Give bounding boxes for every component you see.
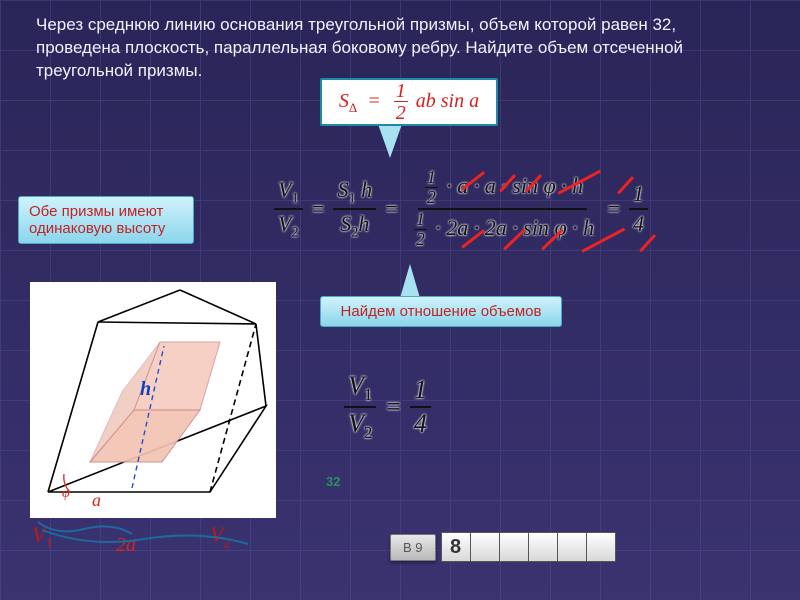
prism-diagram [30,282,276,518]
task-id-button[interactable]: В 9 [390,534,436,561]
area-pointer [378,124,402,158]
label-a: a [92,490,101,511]
callout-ratio: Найдем отношение объемов [320,296,562,327]
brace-large [40,528,250,550]
answer-cell[interactable] [586,532,616,562]
answer-cell[interactable] [528,532,558,562]
callout-same-height: Обе призмы имеют одинаковую высоту [18,196,194,244]
volume-ratio-derivation: V1 V2 = S1 h S2h = 12 · a · a · sin φ · … [270,168,652,250]
prism-svg [30,282,276,518]
answer-cell[interactable] [499,532,529,562]
ratio-pointer [400,264,420,298]
answer-row: В 9 8 [390,532,616,562]
problem-text: Через среднюю линию основания треугольно… [36,14,764,83]
answer-cell[interactable] [557,532,587,562]
area-formula-box: SΔ = 12 ab sin a [320,78,498,126]
area-formula: SΔ = 12 ab sin a [339,81,479,124]
label-h: h [140,378,151,401]
hint-32: 32 [326,474,340,489]
ratio-result: V1 V2 = 1 4 [344,370,431,444]
answer-cell[interactable]: 8 [441,532,471,562]
answer-cell[interactable] [470,532,500,562]
label-phi: φ [62,486,70,502]
answer-cells: 8 [442,532,616,562]
